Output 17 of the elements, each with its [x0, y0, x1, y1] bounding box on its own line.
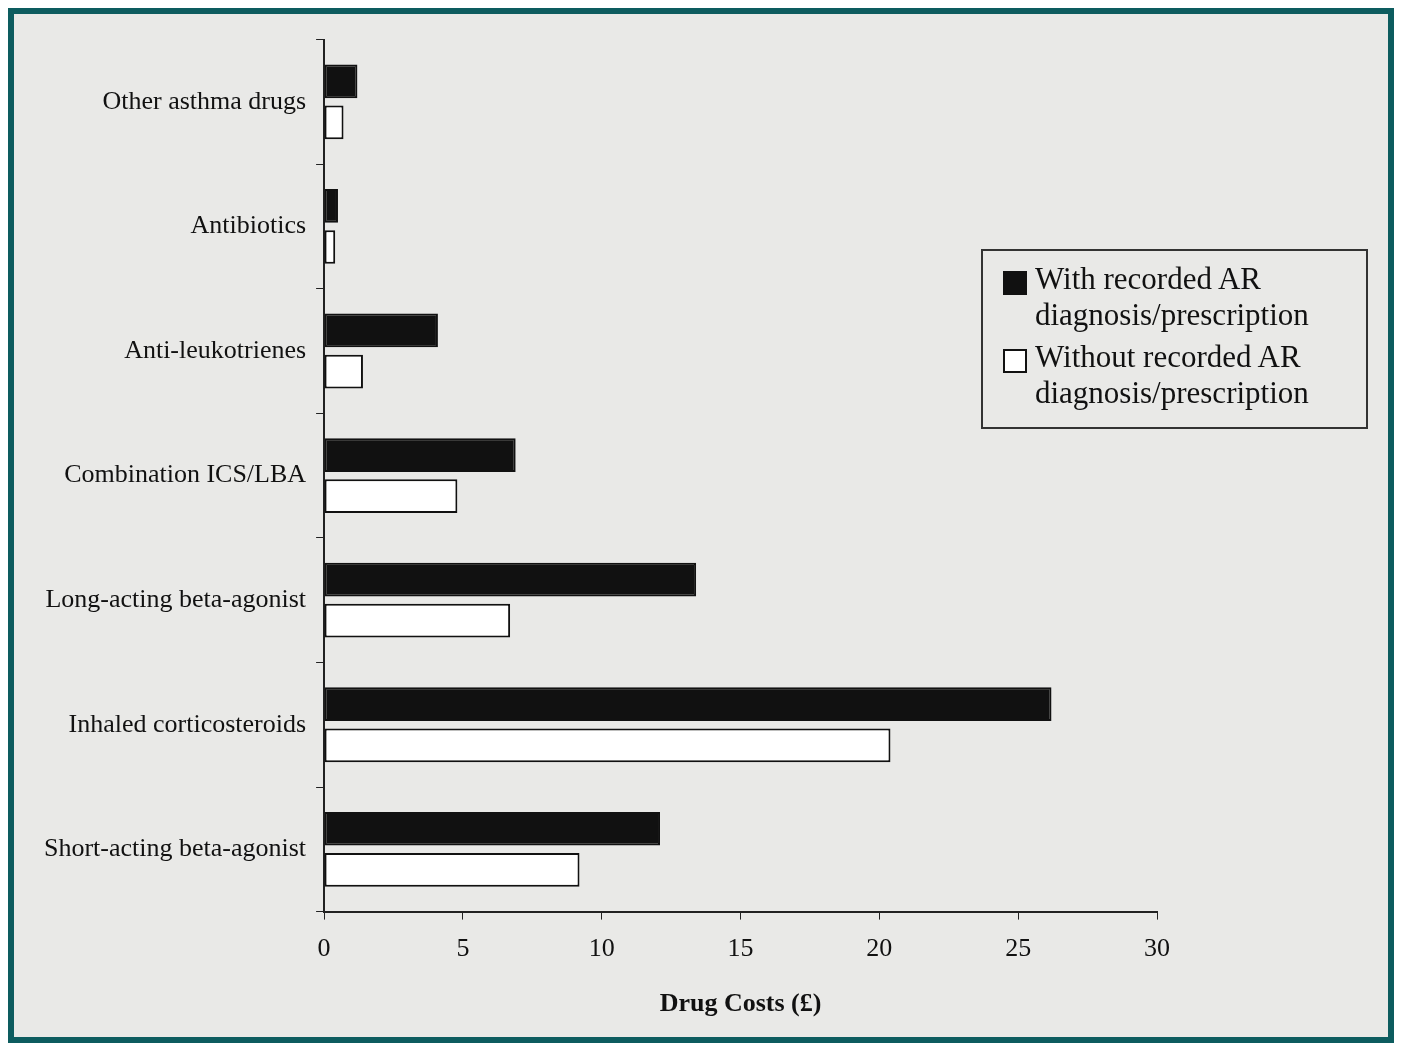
x-tick-label: 5	[456, 933, 470, 963]
x-tick-label: 20	[866, 933, 893, 963]
x-axis-title: Drug Costs (£)	[659, 988, 822, 1018]
y-tick-label: Combination ICS/LBA	[64, 459, 307, 489]
x-tick-label: 15	[727, 933, 754, 963]
y-tick-label: Short-acting beta-agonist	[43, 833, 307, 863]
y-tick-label: Antibiotics	[190, 210, 307, 240]
x-tick-label: 25	[1005, 933, 1032, 963]
y-tick-label: Inhaled corticosteroids	[68, 708, 307, 738]
x-tick-label: 10	[588, 933, 615, 963]
legend-label: Without recorded AR diagnosis/prescription	[1035, 339, 1310, 411]
y-tick-label: Long-acting beta-agonist	[45, 584, 307, 613]
x-tick-label: 0	[317, 933, 331, 963]
x-tick-label: 30	[1144, 933, 1170, 963]
y-tick-label: Anti-leukotrienes	[124, 334, 307, 364]
y-tick-label: Other asthma drugs	[102, 85, 307, 115]
legend-label: With recorded AR diagnosis/prescription	[1035, 261, 1310, 333]
